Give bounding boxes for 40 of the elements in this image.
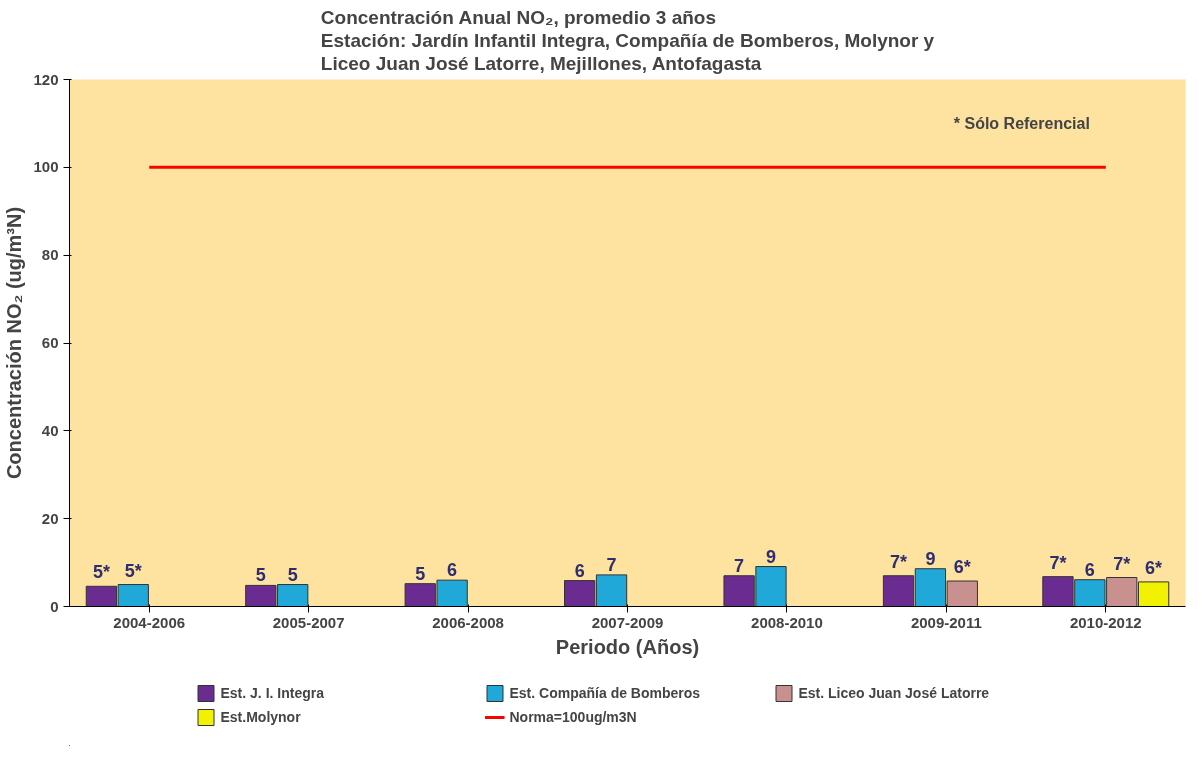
x-tick-label: 2004-2006	[113, 613, 186, 631]
y-tick-label: 60	[41, 334, 59, 351]
data-label: 5	[415, 563, 426, 584]
data-label: 7*	[1049, 552, 1067, 573]
data-label: 7	[734, 555, 745, 576]
data-label: 6	[1084, 559, 1095, 580]
data-label: 5	[255, 565, 266, 586]
y-tick-label: 120	[33, 70, 59, 88]
data-label: 7	[606, 554, 617, 575]
data-label: 6	[574, 560, 585, 581]
x-axis-title: Periodo (Años)	[555, 635, 700, 658]
data-label: 9	[765, 546, 776, 567]
x-tick-label: 2008-2010	[751, 613, 823, 631]
x-tick-label: 2006-2008	[432, 613, 504, 631]
data-label: 5*	[124, 560, 142, 581]
data-label: 5	[287, 564, 298, 585]
legend-label: Norma=100ug/m3N	[509, 709, 638, 725]
y-axis-title: Concentración NO₂ (ug/m³N)	[3, 206, 26, 480]
y-tick-label: 80	[41, 246, 59, 264]
legend-label: Est.Molynor	[220, 709, 302, 725]
data-label: 7*	[890, 551, 908, 572]
y-tick-label: 100	[33, 158, 59, 176]
data-label: 7*	[1113, 553, 1131, 574]
data-label: 5*	[92, 562, 110, 583]
x-tick-label: 2005-2007	[272, 613, 345, 631]
annotation: * Sólo Referencial	[953, 115, 1090, 133]
y-tick-label: 0	[50, 597, 59, 615]
legend-label: Est. Liceo Juan José Latorre	[798, 685, 991, 701]
y-tick-label: 40	[41, 421, 59, 439]
x-tick-label: 2010-2012	[1069, 613, 1142, 631]
data-label: 6*	[953, 557, 971, 578]
data-label: 6	[447, 560, 458, 581]
y-tick-label: 20	[41, 509, 59, 527]
chart-title: Concentración Anual NO₂, promedio 3 años Estación: Jardín Infantil Integra, Compañía de Bomberos, Molynor y Liceo Juan José Latorre, Mejillones, Antofagasta	[320, 7, 935, 75]
data-label: 6*	[1145, 557, 1163, 578]
x-tick-label: 2009-2011	[910, 613, 982, 631]
legend-label: Est. Compañía de Bomberos	[509, 685, 702, 701]
x-tick-label: 2007-2009	[591, 613, 664, 631]
data-label: 9	[925, 548, 936, 569]
legend-label: Est. J. I. Integra	[220, 685, 325, 701]
